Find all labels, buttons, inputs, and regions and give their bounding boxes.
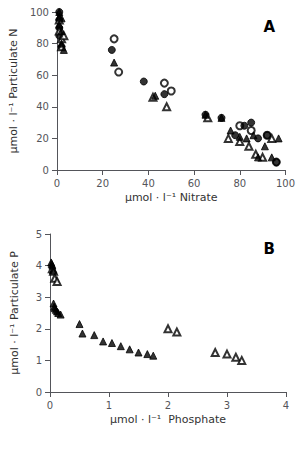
svg-text:μmol · l⁻¹ Particulate P: μmol · l⁻¹ Particulate P xyxy=(8,251,21,375)
svg-text:60: 60 xyxy=(188,178,201,189)
svg-text:4: 4 xyxy=(36,260,42,271)
svg-text:2: 2 xyxy=(36,323,42,334)
svg-text:0: 0 xyxy=(47,400,53,411)
svg-text:μmol · l⁻¹ Phosphate: μmol · l⁻¹ Phosphate xyxy=(110,413,226,426)
svg-text:0: 0 xyxy=(43,165,49,176)
svg-text:B: B xyxy=(264,240,275,258)
svg-text:2: 2 xyxy=(165,400,171,411)
svg-text:20: 20 xyxy=(36,133,49,144)
svg-text:40: 40 xyxy=(142,178,155,189)
svg-text:4: 4 xyxy=(283,400,289,411)
svg-text:80: 80 xyxy=(233,178,246,189)
svg-text:1: 1 xyxy=(106,400,112,411)
svg-text:40: 40 xyxy=(36,101,49,112)
svg-text:0: 0 xyxy=(36,387,42,398)
svg-text:20: 20 xyxy=(96,178,109,189)
svg-text:3: 3 xyxy=(36,292,42,303)
svg-text:60: 60 xyxy=(36,70,49,81)
svg-text:80: 80 xyxy=(36,38,49,49)
svg-text:3: 3 xyxy=(224,400,230,411)
svg-text:5: 5 xyxy=(36,229,42,240)
svg-text:0: 0 xyxy=(54,178,60,189)
svg-text:μmol · l⁻¹ Particulate N: μmol · l⁻¹ Particulate N xyxy=(7,28,20,153)
svg-text:μmol · l⁻¹ Nitrate: μmol · l⁻¹ Nitrate xyxy=(125,191,218,204)
svg-text:1: 1 xyxy=(36,355,42,366)
svg-text:100: 100 xyxy=(30,7,49,18)
svg-text:100: 100 xyxy=(276,178,295,189)
svg-text:A: A xyxy=(263,18,275,36)
